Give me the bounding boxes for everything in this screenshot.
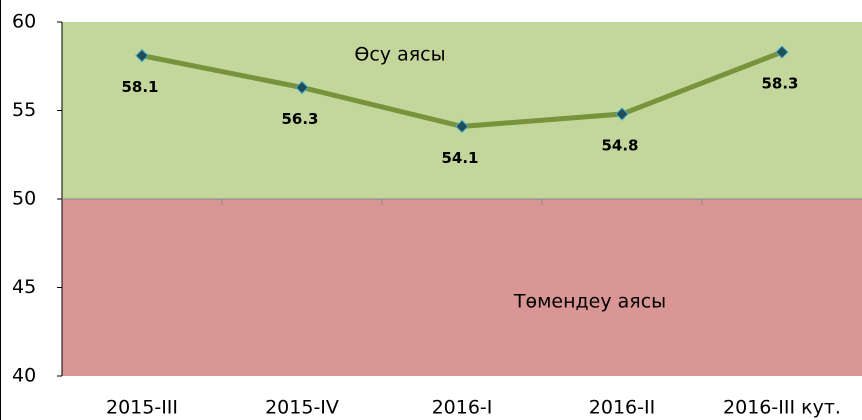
data-label: 54.1	[441, 149, 478, 167]
zone-label: Төмендеу аясы	[513, 291, 666, 313]
y-tick-label: 45	[12, 276, 36, 298]
marker	[295, 80, 309, 95]
data-label: 58.3	[761, 75, 798, 93]
data-label: 58.1	[121, 78, 158, 96]
marker	[615, 107, 629, 121]
zone	[62, 22, 862, 199]
y-tick-label: 55	[12, 99, 36, 121]
zone-label: Өсу аясы	[354, 44, 445, 66]
x-tick-label: 2015-III	[106, 397, 178, 419]
marker	[455, 119, 469, 134]
marker	[135, 48, 149, 63]
y-tick-label: 60	[12, 11, 36, 33]
data-label: 54.8	[601, 137, 638, 155]
x-tick-label: 2016-I	[432, 397, 493, 419]
y-tick-label: 50	[12, 188, 36, 210]
data-label: 56.3	[281, 110, 318, 128]
x-tick-label: 2015-IV	[265, 397, 339, 419]
zone	[62, 199, 862, 376]
x-tick-label: 2016-III кут.	[723, 397, 841, 419]
x-tick-label: 2016-II	[589, 397, 655, 419]
marker	[775, 45, 789, 59]
y-tick-label: 40	[12, 365, 36, 387]
